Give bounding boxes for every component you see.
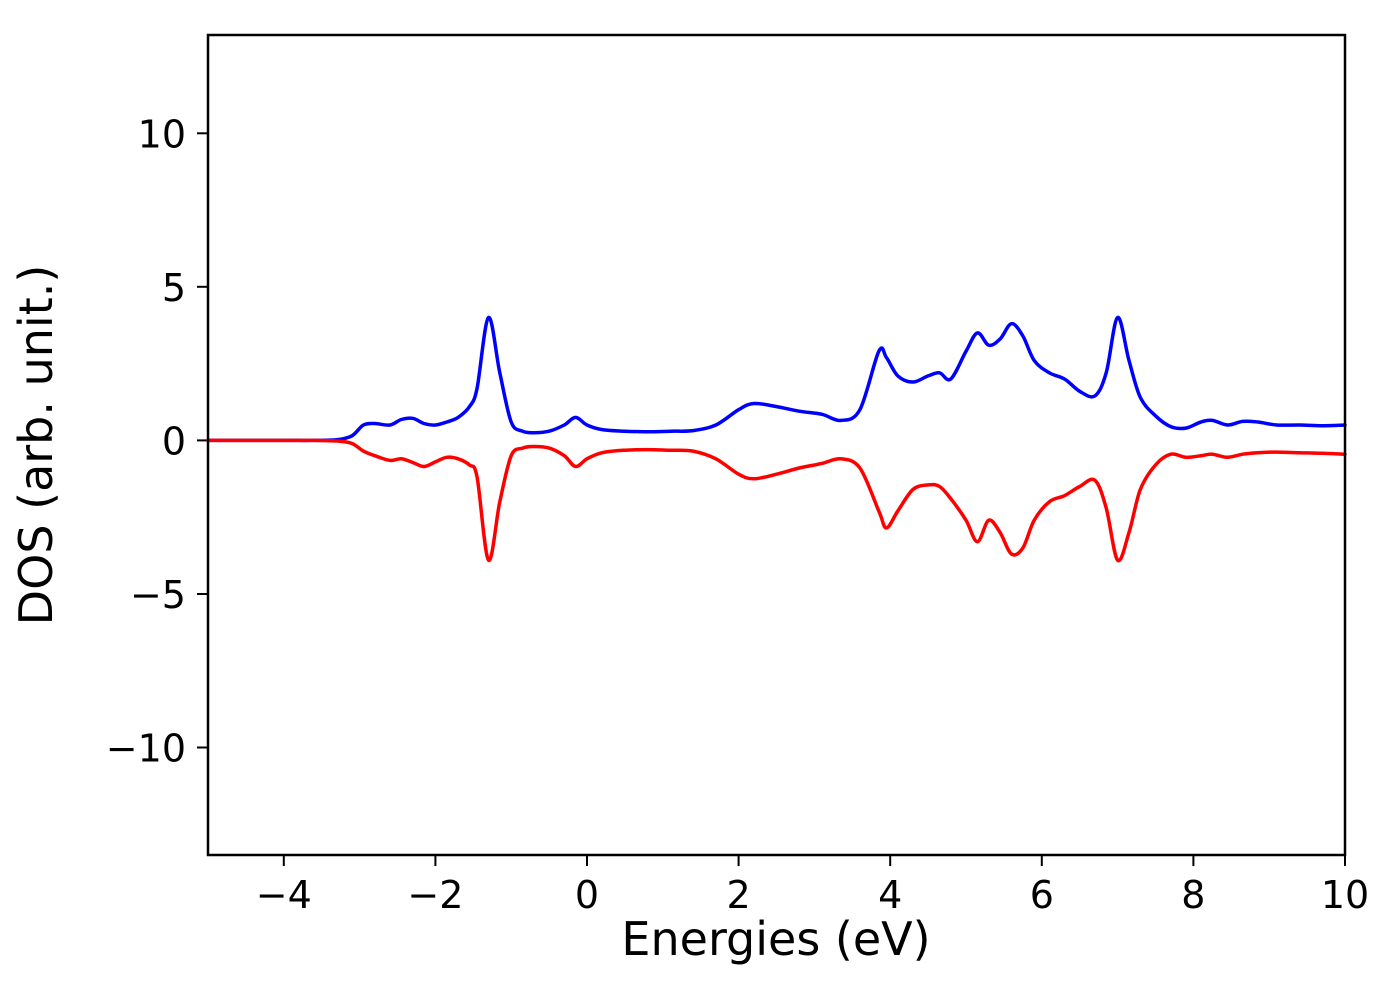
y-tick-label: 0: [162, 419, 186, 463]
y-axis-title: DOS (arb. unit.): [9, 265, 63, 626]
x-tick-label: 10: [1321, 873, 1369, 917]
axes-frame: [206, 33, 1347, 857]
y-tick-label: −10: [106, 727, 186, 771]
x-tick-label: 2: [727, 873, 751, 917]
x-tick-label: 8: [1181, 873, 1205, 917]
x-tick-label: −2: [407, 873, 463, 917]
y-tick-label: −5: [130, 573, 186, 617]
plot-dynamic-layer: −4 −2 0 2 4 6 8 10 −10 −5 0 5 10: [106, 33, 1369, 917]
x-tick-label: 0: [575, 873, 599, 917]
spin-up-curve: [206, 315, 1347, 443]
x-tick-label: 6: [1030, 873, 1054, 917]
x-axis-title: Energies (eV): [621, 912, 930, 966]
spin-down-curve: [206, 438, 1347, 563]
x-tick-label: 4: [878, 873, 902, 917]
y-tick-label: 5: [162, 266, 186, 310]
y-tick-label: 10: [138, 112, 186, 156]
x-tick-label: −4: [256, 873, 312, 917]
